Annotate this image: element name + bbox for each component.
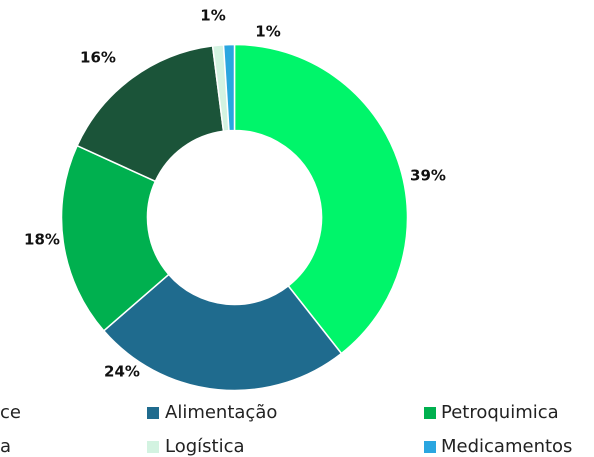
legend-label: Logística (165, 436, 245, 457)
legend-swatch (424, 441, 436, 453)
data-label: 24% (104, 363, 140, 381)
donut-slice (222, 43, 236, 132)
data-label: 1% (200, 7, 225, 25)
donut-slice (60, 144, 170, 332)
legend-label: Medicamentos (441, 436, 572, 457)
data-label: 18% (24, 231, 60, 249)
donut-slice (102, 273, 343, 392)
legend-swatch (424, 407, 436, 419)
donut-slice (76, 45, 225, 183)
donut-slice (233, 43, 409, 355)
legend-swatch (147, 441, 159, 453)
data-label: 39% (410, 167, 446, 185)
legend-label: Alimentação (165, 402, 277, 423)
legend-swatch (147, 407, 159, 419)
legend-label: Petroquimica (441, 402, 559, 423)
data-label: 1% (255, 23, 280, 41)
data-label: 16% (80, 49, 116, 67)
legend-label: ce (0, 402, 21, 423)
legend-label: a (0, 436, 11, 457)
